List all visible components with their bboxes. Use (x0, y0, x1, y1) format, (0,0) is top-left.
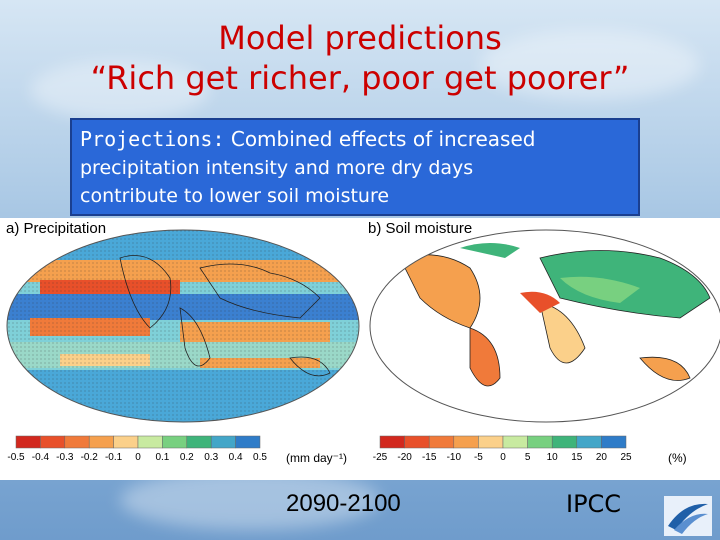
projections-lead: Projections: (80, 127, 225, 151)
colorbar-swatch (186, 435, 212, 449)
colorbar-tick: 0.2 (179, 452, 194, 463)
colorbar-tick: 0.5 (253, 452, 267, 463)
projections-box: Projections: Combined effects of increas… (70, 118, 640, 216)
colorbar-tick: -10 (446, 452, 462, 463)
projections-line-2: precipitation intensity and more dry day… (80, 157, 474, 179)
colorbar-tick: 0 (500, 452, 506, 463)
colorbar-tick: 15 (571, 452, 583, 463)
panel-a-label: a) Precipitation (6, 220, 107, 237)
title-line-1: Model predictions (218, 19, 502, 57)
colorbar-swatch (576, 435, 602, 449)
colorbar-swatch (235, 435, 261, 449)
colorbar-tick: 25 (620, 452, 632, 463)
period-label: 2090-2100 (286, 490, 401, 517)
projections-line-1: Projections: Combined effects of increas… (80, 124, 630, 154)
colorbar-swatch (453, 435, 479, 449)
panel-a-unit: (mm day⁻¹) (286, 451, 347, 465)
sky-cloud (30, 60, 210, 120)
colorbar-tick: -0.1 (104, 452, 123, 463)
ipcc-logo-icon (664, 496, 712, 536)
colorbar-swatch (601, 435, 627, 449)
colorbar-tick: 0.4 (228, 452, 243, 463)
sky-cloud (120, 470, 380, 530)
soil-colorbar (379, 435, 627, 449)
colorbar-swatch (162, 435, 188, 449)
sky-cloud (480, 30, 700, 100)
colorbar-swatch (113, 435, 139, 449)
projections-line-3: contribute to lower soil moisture (80, 185, 390, 207)
colorbar-swatch (88, 435, 114, 449)
colorbar-tick: 0 (135, 452, 141, 463)
colorbar-tick: 10 (546, 452, 558, 463)
colorbar-swatch (64, 435, 90, 449)
colorbar-tick: 5 (524, 452, 531, 463)
colorbar-swatch (40, 435, 66, 449)
maps-svg (6, 229, 720, 449)
colorbar-swatch (379, 435, 405, 449)
precip-colorbar (15, 435, 261, 449)
colorbar-swatch (137, 435, 163, 449)
colorbar-swatch (502, 435, 528, 449)
colorbar-tick: -0.2 (80, 452, 98, 463)
soil-map (370, 230, 720, 422)
colorbar-tick: -0.5 (7, 452, 25, 463)
colorbar-tick: 20 (595, 452, 607, 463)
colorbar-tick: -0.4 (31, 452, 50, 463)
colorbar-swatch (551, 435, 578, 449)
colorbar-swatch (478, 435, 504, 449)
panel-b-label: b) Soil moisture (368, 220, 473, 237)
colorbar-tick: 0.1 (155, 452, 170, 463)
panel-b-unit: (%) (668, 451, 687, 465)
slide-title: Model predictions “Rich get richer, poor… (0, 18, 720, 98)
colorbar-swatch (15, 435, 41, 449)
colorbar-tick: -5 (473, 452, 483, 463)
colorbar-swatch (210, 435, 236, 449)
precip-map (7, 230, 359, 422)
colorbar-tick: -25 (372, 452, 388, 463)
colorbar-tick: 0.3 (204, 452, 219, 463)
colorbar-swatch (404, 435, 430, 449)
colorbar-tick: -20 (397, 452, 412, 463)
source-label: IPCC (566, 490, 622, 518)
projections-line-1-rest: Combined effects of increased (224, 127, 536, 151)
colorbar-swatch (527, 435, 553, 449)
title-line-2: “Rich get richer, poor get poorer” (90, 59, 630, 97)
colorbar-tick: -15 (421, 452, 437, 463)
colorbar-swatch (428, 435, 455, 449)
colorbar-tick: -0.3 (56, 452, 74, 463)
figure-panel: a) Precipitation b) Soil moisture (0, 218, 720, 480)
